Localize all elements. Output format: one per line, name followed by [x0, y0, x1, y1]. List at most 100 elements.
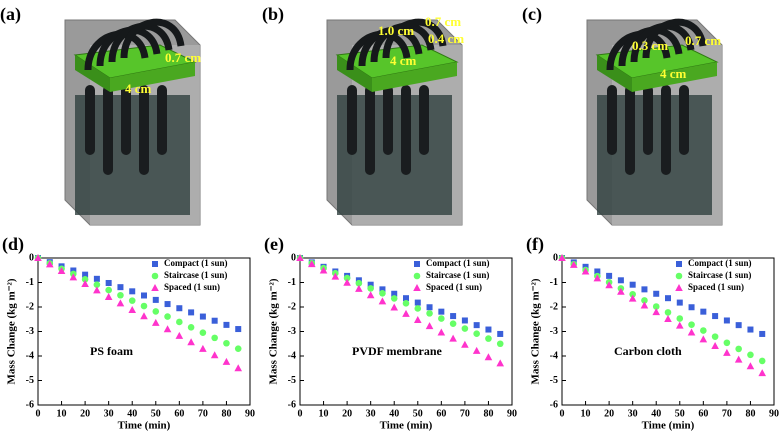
x-tick-label: 0	[560, 408, 565, 419]
y-tick-label: -6	[288, 399, 296, 410]
dimension-label: 4 cm	[125, 81, 152, 96]
point	[665, 295, 671, 302]
point	[152, 296, 159, 303]
point	[569, 260, 578, 268]
point	[234, 364, 243, 372]
dimension-label: 0.3 cm	[632, 38, 668, 53]
point	[473, 330, 480, 338]
point	[629, 281, 636, 288]
point	[176, 305, 183, 312]
point	[378, 297, 387, 305]
panel-label: (a)	[0, 4, 21, 25]
foam-side	[75, 55, 110, 92]
point	[296, 254, 304, 261]
point	[675, 321, 684, 329]
point	[676, 299, 683, 306]
point	[319, 266, 328, 274]
point	[485, 335, 492, 342]
rod	[643, 85, 653, 155]
legend-label: Spaced (1 sun)	[426, 282, 482, 292]
point	[379, 286, 386, 293]
x-tick-label: 30	[366, 408, 376, 419]
point	[712, 313, 719, 320]
point	[141, 292, 147, 299]
chart: (e) 0 10 20 30 40 50 60 70 80 90 -6 -5 -4 -3 -2 -1 0 Time …	[264, 234, 517, 431]
point	[129, 288, 136, 295]
point	[163, 325, 172, 333]
point	[425, 322, 434, 330]
legend-label: Spaced (1 sun)	[688, 282, 744, 292]
rod	[661, 85, 671, 175]
legend-marker	[151, 284, 159, 291]
point	[93, 275, 100, 282]
point	[641, 297, 648, 304]
point	[484, 353, 493, 361]
legend-marker	[676, 261, 682, 267]
y-tick-label: -5	[288, 375, 296, 386]
y-axis-label: Mass Change (kg m⁻²)	[530, 278, 542, 384]
point	[688, 304, 695, 311]
point	[700, 327, 707, 334]
y-tick-label: -3	[288, 326, 296, 337]
point	[723, 348, 731, 356]
y-tick-label: -6	[26, 399, 34, 410]
dimension-label: 4 cm	[660, 66, 687, 81]
y-tick-label: -1	[288, 277, 296, 288]
point	[664, 315, 672, 323]
point	[104, 292, 113, 300]
point	[403, 295, 409, 302]
y-tick-label: -6	[550, 399, 558, 410]
x-tick-label: 70	[722, 408, 732, 419]
rod	[103, 85, 113, 175]
point	[117, 291, 124, 299]
legend-marker	[151, 272, 159, 280]
legend-label: Compact (1 sun)	[426, 258, 490, 268]
foam-side	[597, 55, 632, 92]
x-tick-label: 40	[389, 408, 399, 419]
point	[746, 362, 755, 370]
point	[70, 267, 77, 274]
x-tick-label: 50	[675, 408, 685, 419]
annotation: Carbon cloth	[614, 344, 682, 358]
point	[379, 289, 386, 297]
point	[438, 308, 445, 315]
point	[449, 320, 457, 327]
x-tick-label: 90	[769, 408, 779, 419]
point	[461, 317, 468, 324]
panel-label: (f)	[526, 234, 544, 255]
point	[438, 315, 445, 322]
dimension-label: 1.0 cm	[378, 23, 414, 38]
point	[366, 291, 375, 299]
point	[605, 281, 613, 289]
y-tick-label: -2	[288, 301, 296, 312]
point	[81, 276, 89, 283]
point	[687, 328, 696, 336]
point	[140, 302, 148, 310]
x-tick-label: 90	[507, 408, 517, 419]
point	[485, 326, 492, 333]
x-tick-label: 0	[298, 408, 303, 419]
point	[128, 305, 137, 313]
point	[355, 279, 363, 287]
point	[45, 260, 54, 268]
point	[222, 357, 231, 365]
point	[723, 317, 730, 324]
point	[188, 309, 195, 316]
point	[735, 322, 742, 329]
x-tick-label: 80	[483, 408, 493, 419]
x-tick-label: 60	[698, 408, 708, 419]
panel-label: (e)	[264, 234, 284, 255]
point	[391, 290, 398, 297]
point	[117, 284, 124, 291]
legend-marker	[414, 261, 420, 267]
point	[402, 300, 410, 307]
x-tick-label: 0	[36, 408, 41, 419]
point	[187, 338, 195, 346]
point	[176, 318, 183, 326]
dimension-label: 0.7 cm	[165, 50, 201, 65]
legend-label: Staircase (1 sun)	[426, 270, 489, 280]
y-axis-label: Mass Change (kg m⁻²)	[268, 278, 280, 384]
point	[140, 312, 148, 320]
illustration: (a) 0.7 cm 4 cm	[0, 4, 201, 226]
panel-label: (d)	[2, 234, 24, 255]
